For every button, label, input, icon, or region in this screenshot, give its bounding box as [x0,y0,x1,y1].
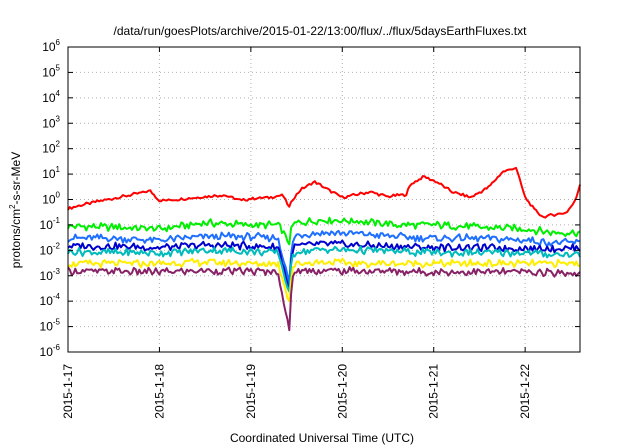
series-line-7 [67,266,581,332]
y-tick-label: 103 [42,114,60,130]
series-line-4 [67,239,581,290]
y-tick-label: 10-5 [40,318,61,334]
x-tick-label: 2015-1-22 [518,364,532,419]
series-line-1 [67,166,581,219]
chart-title: /data/run/goesPlots/archive/2015-01-22/1… [114,24,528,38]
x-tick-label: 2015-1-21 [427,364,441,419]
y-tick-label: 10-2 [40,241,61,257]
y-axis-label: protons/cm2-s-sr-MeV [8,152,23,268]
y-tick-label: 105 [42,63,60,79]
y-tick-label: 102 [42,140,60,156]
series-line-5 [67,245,581,293]
y-axis-label-pre: protons/cm [9,209,23,268]
series-line-2 [67,216,581,246]
y-tick-label: 10-6 [40,343,61,359]
series-line-3 [67,229,580,285]
series-line-6 [67,257,581,302]
y-tick-label: 10-1 [40,216,61,232]
x-tick-label: 2015-1-17 [61,364,75,419]
x-tick-label: 2015-1-19 [244,364,258,419]
y-tick-label: 101 [42,165,60,181]
x-tick-label: 2015-1-20 [335,364,349,419]
y-tick-label: 106 [42,38,60,54]
series-lines [67,166,581,332]
y-tick-label: 10-4 [40,292,61,308]
x-axis-ticks: 2015-1-17 2015-1-18 2015-1-19 2015-1-20 2015… [61,47,532,419]
y-tick-label: 10-3 [40,267,61,283]
x-tick-label: 2015-1-18 [152,364,166,419]
y-axis-label-post: -s-sr-MeV [9,152,23,205]
y-tick-label: 104 [42,89,60,105]
x-axis-label: Coordinated Universal Time (UTC) [230,431,414,445]
y-axis-ticks: 10-6 10-5 10-4 10-3 10-2 10-1 100 101 102 103 104 1… [40,38,580,359]
grid-lines [68,47,580,352]
y-axis-label-sup: 2 [8,204,17,209]
y-tick-label: 100 [42,191,60,207]
